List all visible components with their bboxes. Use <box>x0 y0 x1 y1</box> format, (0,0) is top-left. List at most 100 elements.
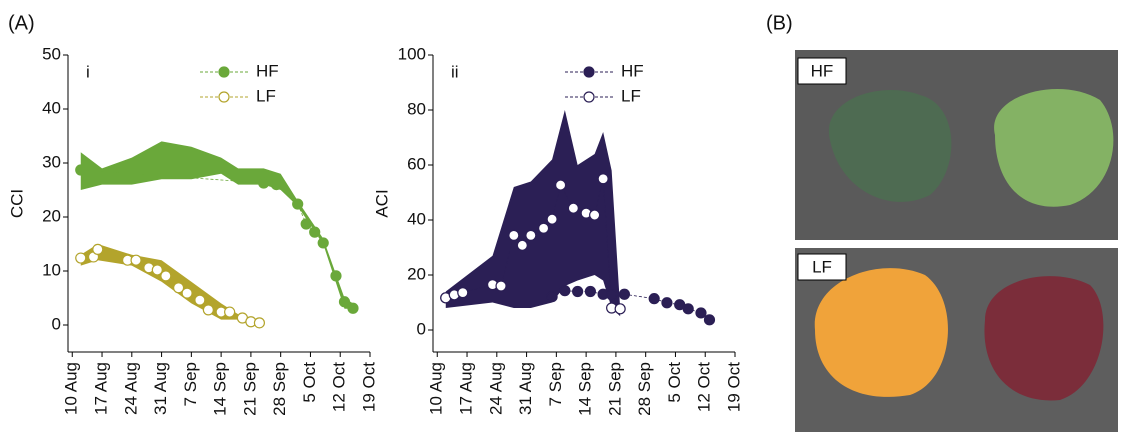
data-point <box>309 226 321 238</box>
x-tick-label: 28 Sep <box>270 362 289 416</box>
y-tick-label: 40 <box>42 98 61 117</box>
data-point <box>270 179 283 191</box>
data-point <box>508 229 520 241</box>
data-point <box>597 173 609 185</box>
band <box>445 110 621 317</box>
data-point <box>589 209 601 221</box>
data-point <box>495 280 507 292</box>
legend-label: LF <box>621 86 641 105</box>
y-tick-label: 50 <box>42 44 61 63</box>
x-tick-label: 5 Oct <box>300 362 319 403</box>
y-tick-label: 20 <box>407 264 426 283</box>
x-tick-label: 7 Sep <box>546 362 565 406</box>
data-point <box>525 229 537 241</box>
y-axis-label: CCI <box>7 189 26 218</box>
x-tick-label: 17 Aug <box>457 362 476 415</box>
x-tick-label: 12 Oct <box>330 362 349 412</box>
x-tick-label: 12 Oct <box>695 362 714 412</box>
data-point <box>292 198 304 210</box>
data-point <box>546 213 558 225</box>
data-point <box>338 296 351 308</box>
data-point <box>194 294 206 306</box>
series-line <box>80 169 354 309</box>
data-point <box>457 287 469 299</box>
data-point <box>546 291 558 303</box>
x-tick-label: 24 Aug <box>121 362 140 415</box>
legend-marker <box>583 91 595 103</box>
y-axis-label: ACI <box>372 189 391 217</box>
x-tick-label: 10 Aug <box>62 362 81 415</box>
data-point <box>618 288 631 300</box>
photo-label: HF <box>811 61 834 80</box>
y-tick-label: 100 <box>398 44 426 63</box>
x-tick-label: 19 Oct <box>359 362 378 412</box>
x-tick-label: 28 Sep <box>635 362 654 416</box>
y-tick-label: 80 <box>407 99 426 118</box>
x-tick-label: 21 Sep <box>240 362 259 416</box>
x-tick-label: 21 Sep <box>605 362 624 416</box>
photo-label-box <box>797 253 847 281</box>
x-tick-label: 31 Aug <box>516 362 535 415</box>
legend-label: HF <box>256 61 279 80</box>
y-tick-label: 10 <box>42 260 61 279</box>
legend-label: LF <box>256 86 276 105</box>
data-point <box>584 285 596 298</box>
data-point <box>347 302 359 314</box>
data-point <box>330 270 342 282</box>
x-tick-label: 19 Oct <box>724 362 743 412</box>
y-tick-label: 20 <box>42 206 61 225</box>
data-point <box>572 285 584 298</box>
data-point <box>75 252 87 264</box>
x-tick-label: 14 Sep <box>576 362 595 416</box>
data-point <box>253 317 266 329</box>
y-tick-label: 0 <box>52 314 61 333</box>
data-point <box>703 314 716 326</box>
legend-marker <box>218 91 230 103</box>
data-point <box>172 282 185 294</box>
data-point <box>202 304 214 316</box>
data-point <box>516 239 528 251</box>
data-point <box>317 237 329 249</box>
data-point <box>559 285 571 297</box>
panel-label: (A) <box>8 12 35 34</box>
photo <box>795 50 1118 432</box>
data-point <box>75 164 87 176</box>
band <box>80 244 239 320</box>
panel-label: (B) <box>766 12 793 34</box>
data-point <box>181 287 193 299</box>
data-point <box>92 243 104 255</box>
x-tick-label: 10 Aug <box>427 362 446 415</box>
data-point <box>130 254 142 266</box>
x-tick-label: 24 Aug <box>486 362 505 415</box>
y-tick-label: 60 <box>407 154 426 173</box>
x-tick-label: 14 Sep <box>211 362 230 416</box>
data-point <box>682 303 694 315</box>
x-tick-label: 31 Aug <box>151 362 170 415</box>
x-tick-label: 17 Aug <box>92 362 111 415</box>
legend-label: HF <box>621 61 644 80</box>
legend-marker <box>218 66 230 78</box>
chart-title: ii <box>451 62 459 81</box>
data-point <box>555 179 567 191</box>
data-point <box>258 177 270 189</box>
band <box>80 141 353 309</box>
chart-title: i <box>86 62 90 81</box>
y-tick-label: 30 <box>42 152 61 171</box>
data-point <box>300 218 312 230</box>
data-point <box>537 222 550 234</box>
y-tick-label: 0 <box>417 319 426 338</box>
x-tick-label: 7 Sep <box>181 362 200 406</box>
photo-label: LF <box>812 257 832 276</box>
data-point <box>224 306 236 318</box>
data-point <box>648 293 660 305</box>
legend-marker <box>583 66 595 78</box>
y-tick-label: 40 <box>407 209 426 228</box>
data-point <box>151 264 163 276</box>
data-point <box>661 297 673 309</box>
photo-label-box <box>797 57 847 85</box>
data-point <box>695 307 707 319</box>
data-point <box>160 270 172 282</box>
data-point <box>567 202 579 214</box>
x-tick-label: 5 Oct <box>665 362 684 403</box>
